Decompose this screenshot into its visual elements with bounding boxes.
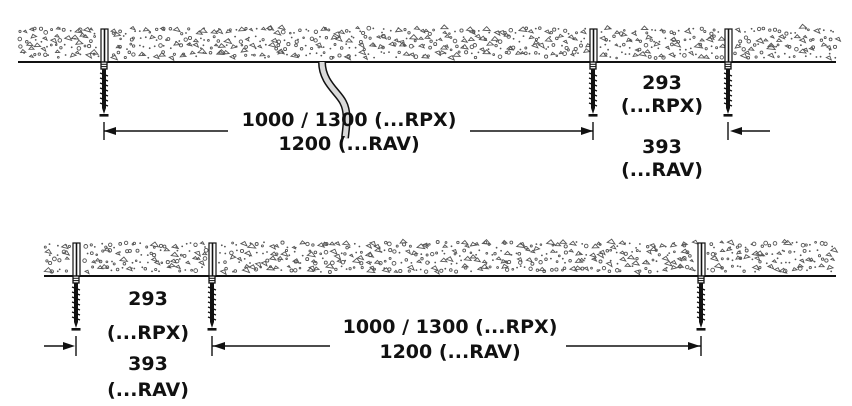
dimension-label-main-line1: 1000 / 1300 (...RPX) <box>242 109 457 131</box>
dimension-label-end-line2: (...RPX) <box>107 322 189 344</box>
anchor-top-1 <box>100 28 109 63</box>
arrowhead-right <box>581 127 593 135</box>
arrowhead-left <box>730 127 742 135</box>
screw-icon <box>70 275 82 332</box>
screw-icon <box>206 275 218 332</box>
ceiling-texture-bottom <box>43 238 839 276</box>
ceiling-texture-top <box>17 23 842 62</box>
dimension-label-end-line4: (...RAV) <box>621 159 703 181</box>
dimension-label-end-line3: 393 <box>642 136 682 158</box>
dimension-label-end-line3: 393 <box>128 353 168 375</box>
screw-icon <box>722 61 734 118</box>
bottom-diagram: 293 (...RPX) 393 (...RAV) 1000 / 1300 (.… <box>43 238 839 401</box>
dimension-label-main-line2: 1200 (...RAV) <box>278 133 419 155</box>
anchor-bottom-3 <box>697 242 706 277</box>
anchor-top-3 <box>724 28 733 63</box>
anchor-bottom-1 <box>72 242 81 277</box>
arrowhead-left <box>104 127 116 135</box>
screw-icon <box>98 61 110 118</box>
dimension-label-end-line1: 293 <box>642 72 682 94</box>
arrowhead-right <box>688 342 700 350</box>
top-diagram: 1000 / 1300 (...RPX) 1200 (...RAV) 293 (… <box>17 23 842 181</box>
screw-icon <box>587 61 599 118</box>
dimension-label-main-line1: 1000 / 1300 (...RPX) <box>343 316 558 338</box>
dimension-label-end-line4: (...RAV) <box>107 379 189 401</box>
dimension-label-main-line2: 1200 (...RAV) <box>379 341 520 363</box>
dimension-label-end-line2: (...RPX) <box>621 95 703 117</box>
arrowhead-right <box>63 342 75 350</box>
arrowhead-left <box>213 342 225 350</box>
screw-icon <box>695 275 707 332</box>
dimension-label-end-line1: 293 <box>128 288 168 310</box>
anchor-top-2 <box>589 28 598 63</box>
anchor-bottom-2 <box>208 242 217 277</box>
